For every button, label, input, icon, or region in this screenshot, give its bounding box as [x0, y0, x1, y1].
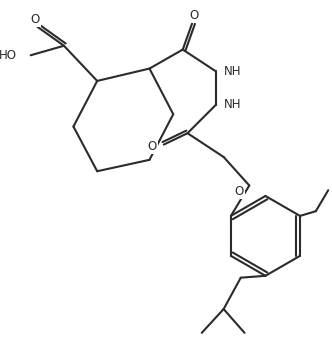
- Text: O: O: [190, 9, 199, 22]
- Text: NH: NH: [224, 65, 241, 78]
- Text: HO: HO: [0, 49, 17, 62]
- Text: O: O: [31, 13, 40, 26]
- Text: O: O: [147, 140, 156, 153]
- Text: O: O: [234, 185, 244, 198]
- Text: NH: NH: [224, 98, 241, 111]
